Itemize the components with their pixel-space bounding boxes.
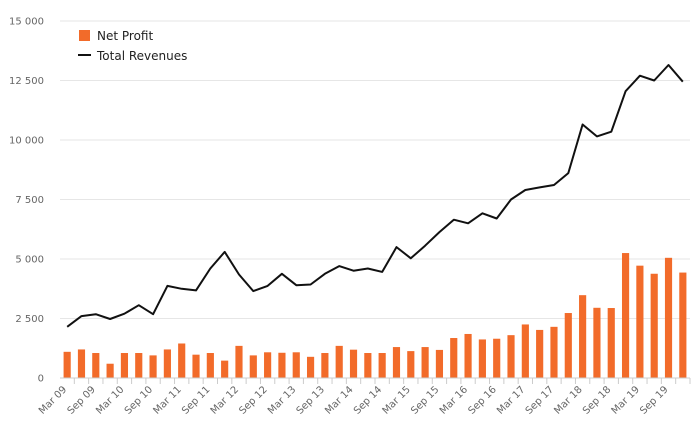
net-profit-bar <box>450 338 458 378</box>
net-profit-bar <box>593 307 601 378</box>
net-profit-bar <box>249 355 257 378</box>
net-profit-bar <box>135 353 143 378</box>
x-tick-label: Sep 09 <box>66 384 98 416</box>
y-axis-ticks: 0 2 500 5 000 7 500 10 000 12 500 15 000 <box>9 17 44 385</box>
net-profit-bar <box>679 272 687 378</box>
x-tick-label: Sep 14 <box>352 384 384 416</box>
net-profit-bar <box>349 349 358 378</box>
x-tick-label: Mar 11 <box>151 384 183 416</box>
x-tick-label: Mar 13 <box>266 384 298 416</box>
x-tick-label: Mar 14 <box>323 384 355 416</box>
y-tick-label: 5 000 <box>15 255 44 266</box>
total-revenues-line <box>66 64 684 328</box>
net-profit-bars <box>63 253 687 378</box>
net-profit-bar <box>63 351 71 378</box>
net-profit-bar <box>392 347 401 378</box>
x-tick-label: Mar 19 <box>610 384 642 416</box>
x-tick-label: Sep 19 <box>638 384 670 416</box>
net-profit-bar <box>664 257 673 378</box>
net-profit-bar <box>521 324 529 378</box>
legend-total-revenues-label: Total Revenues <box>96 49 187 63</box>
net-profit-bar <box>407 351 415 378</box>
net-profit-bar <box>636 265 644 378</box>
net-profit-bar <box>421 347 429 378</box>
net-profit-bar <box>493 338 501 378</box>
net-profit-bar <box>306 356 315 378</box>
net-profit-bar <box>92 353 100 378</box>
y-tick-label: 7 500 <box>15 195 44 206</box>
net-profit-bar <box>435 349 444 378</box>
legend-net-profit-label: Net Profit <box>97 29 153 43</box>
x-tick-label: Mar 17 <box>495 384 527 416</box>
net-profit-bar <box>77 349 86 378</box>
x-tick-label: Sep 17 <box>524 384 556 416</box>
x-tick-label: Sep 15 <box>409 384 441 416</box>
net-profit-bar <box>621 253 630 378</box>
net-profit-bar <box>163 349 171 378</box>
x-tick-label: Mar 18 <box>552 384 584 416</box>
x-tick-label: Sep 11 <box>180 384 212 416</box>
net-profit-bar <box>221 360 229 378</box>
net-profit-bar <box>378 353 386 378</box>
net-profit-bar <box>278 352 286 378</box>
y-tick-label: 2 500 <box>15 314 44 325</box>
net-profit-bar <box>335 345 343 378</box>
x-tick-label: Mar 09 <box>37 384 69 416</box>
x-tick-label: Sep 13 <box>295 384 327 416</box>
net-profit-bar <box>206 353 214 378</box>
net-profit-bar <box>178 343 186 378</box>
net-profit-bar <box>192 354 200 378</box>
net-profit-bar <box>464 333 472 378</box>
y-tick-label: 15 000 <box>9 17 44 28</box>
net-profit-bar <box>507 335 515 378</box>
net-profit-bar <box>321 353 329 378</box>
net-profit-bar <box>536 329 544 378</box>
x-tick-label: Sep 16 <box>466 384 498 416</box>
x-tick-label: Sep 10 <box>123 384 155 416</box>
net-profit-bar <box>149 355 157 378</box>
net-profit-bar <box>106 363 114 378</box>
x-tick-label: Mar 10 <box>94 384 126 416</box>
net-profit-bar <box>264 352 272 378</box>
net-profit-bar <box>564 313 572 378</box>
net-profit-bar <box>364 353 372 378</box>
net-profit-bar <box>235 345 243 378</box>
net-profit-bar <box>292 352 300 378</box>
x-tick-label: Sep 12 <box>237 384 269 416</box>
x-tick-label: Mar 15 <box>381 384 413 416</box>
net-profit-bar <box>120 353 129 378</box>
legend: Net Profit Total Revenues <box>78 29 187 63</box>
net-profit-bar <box>607 308 615 378</box>
x-tick-label: Mar 12 <box>209 384 241 416</box>
y-tick-label: 0 <box>38 374 44 385</box>
total-revenues-line-group <box>66 64 684 328</box>
x-tick-label: Mar 16 <box>438 384 470 416</box>
net-profit-bar <box>550 326 558 378</box>
net-profit-bar <box>579 295 587 378</box>
y-tick-label: 12 500 <box>9 76 44 87</box>
grid-lines <box>60 20 690 319</box>
legend-net-profit-swatch <box>79 30 90 41</box>
y-tick-label: 10 000 <box>9 136 44 147</box>
net-profit-bar <box>478 339 486 378</box>
net-profit-bar <box>650 273 658 378</box>
x-tick-label: Sep 18 <box>581 384 613 416</box>
